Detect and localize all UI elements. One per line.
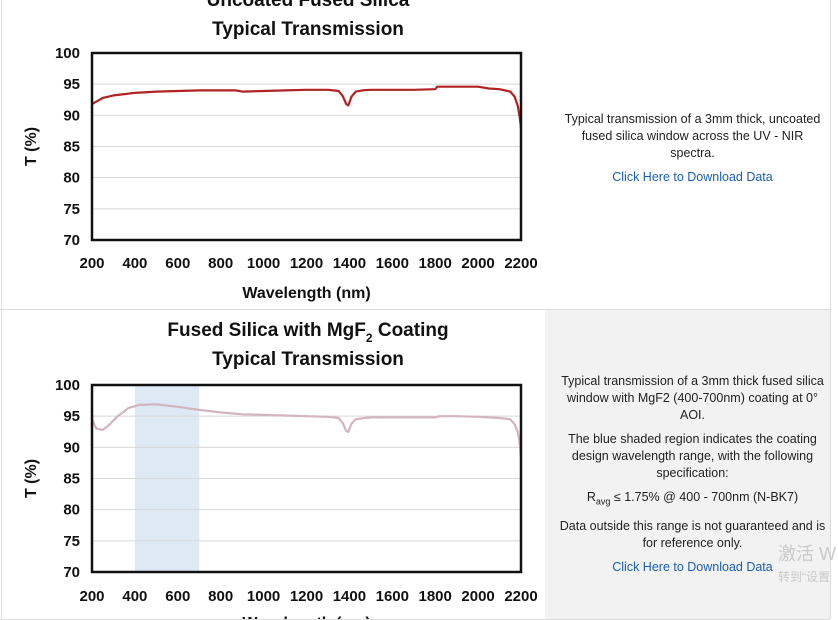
x-tick-label: 1400 — [333, 255, 366, 272]
x-tick-label: 200 — [79, 255, 104, 272]
y-tick-label: 90 — [63, 107, 80, 124]
x-tick-label: 1000 — [247, 255, 280, 272]
y-tick-label: 75 — [63, 533, 80, 550]
x-tick-label: 200 — [79, 588, 104, 605]
y-tick-label: 70 — [63, 564, 80, 581]
transmission-curve — [91, 85, 523, 128]
x-tick-label: 1800 — [419, 255, 452, 272]
chart-title-line-2: Typical Transmission — [212, 349, 404, 370]
x-tick-label: 1600 — [376, 588, 409, 605]
y-tick-label: 100 — [55, 45, 80, 62]
product-row-mgf2: Fused Silica with MgF2 Coating Typical T… — [0, 310, 830, 620]
x-axis-label: Wavelength (nm) — [242, 285, 370, 302]
title-subscript: 2 — [366, 331, 373, 345]
chart-cell: Fused Silica with MgF2 Coating Typical T… — [1, 310, 546, 619]
y-tick-label: 80 — [63, 502, 80, 519]
y-tick-label: 85 — [63, 471, 80, 488]
spec-symbol: R — [586, 490, 596, 504]
transmission-chart-mgf2: Fused Silica with MgF2 Coating Typical T… — [23, 320, 538, 619]
description-text: Typical transmission of a 3mm thick, unc… — [564, 112, 821, 160]
description-block: Typical transmission of a 3mm thick, unc… — [559, 111, 826, 193]
chart-cell: Uncoated Fused Silica Typical Transmissi… — [1, 0, 546, 309]
x-tick-label: 1000 — [247, 588, 280, 605]
disclaimer-text: Data outside this range is not guarantee… — [559, 518, 826, 550]
x-tick-label: 400 — [122, 255, 147, 272]
y-tick-label: 85 — [63, 139, 80, 156]
chart-title-line-1: Fused Silica with MgF2 Coating — [167, 320, 448, 345]
chart-title-line-1: Uncoated Fused Silica — [207, 0, 410, 11]
x-tick-label: 1200 — [290, 255, 323, 272]
description-cell: Typical transmission of a 3mm thick fuse… — [545, 310, 830, 619]
scroll-edge — [830, 0, 838, 619]
spec-text: ≤ 1.75% @ 400 - 700nm (N-BK7) — [610, 490, 799, 504]
transmission-chart-uncoated: Uncoated Fused Silica Typical Transmissi… — [23, 0, 538, 302]
plot-frame — [90, 51, 523, 242]
y-axis-label: T (%) — [23, 459, 40, 498]
title-part: Coating — [373, 320, 449, 341]
x-tick-label: 800 — [208, 255, 233, 272]
spec-subscript: avg — [595, 496, 611, 507]
x-tick-label: 800 — [208, 588, 233, 605]
x-tick-label: 600 — [165, 255, 190, 272]
y-tick-label: 100 — [55, 377, 80, 394]
x-tick-label: 2000 — [461, 588, 494, 605]
y-axis-label: T (%) — [23, 127, 40, 166]
y-tick-label: 75 — [63, 201, 80, 218]
x-tick-label: 2200 — [504, 588, 537, 605]
x-tick-label: 1800 — [419, 588, 452, 605]
plot-frame — [90, 383, 523, 574]
y-tick-label: 80 — [63, 170, 80, 187]
x-axis-label: Wavelength (nm) — [242, 615, 370, 619]
y-tick-label: 95 — [63, 76, 80, 93]
specification: Ravg ≤ 1.75% @ 400 - 700nm (N-BK7) — [559, 489, 826, 511]
transmission-curve — [91, 403, 523, 457]
product-row-uncoated: Uncoated Fused Silica Typical Transmissi… — [0, 0, 830, 310]
download-data-link[interactable]: Click Here to Download Data — [612, 559, 773, 574]
x-tick-label: 2200 — [504, 255, 537, 272]
x-tick-label: 400 — [122, 588, 147, 605]
description-block: Typical transmission of a 3mm thick fuse… — [559, 373, 826, 583]
x-tick-label: 1200 — [290, 588, 323, 605]
y-tick-label: 70 — [63, 232, 80, 249]
y-tick-label: 95 — [63, 408, 80, 425]
system-watermark: 激活 W 转到“设置 — [778, 544, 836, 584]
chart-title-line-2: Typical Transmission — [212, 19, 404, 40]
x-tick-label: 1400 — [333, 588, 366, 605]
y-tick-label: 90 — [63, 439, 80, 456]
x-tick-label: 2000 — [461, 255, 494, 272]
x-tick-label: 600 — [165, 588, 190, 605]
x-tick-label: 1600 — [376, 255, 409, 272]
description-text: The blue shaded region indicates the coa… — [568, 432, 817, 480]
download-data-link[interactable]: Click Here to Download Data — [612, 170, 773, 184]
title-part: Fused Silica with MgF — [167, 320, 365, 341]
description-text: Typical transmission of a 3mm thick fuse… — [561, 374, 824, 422]
description-cell: Typical transmission of a 3mm thick, unc… — [545, 0, 830, 309]
